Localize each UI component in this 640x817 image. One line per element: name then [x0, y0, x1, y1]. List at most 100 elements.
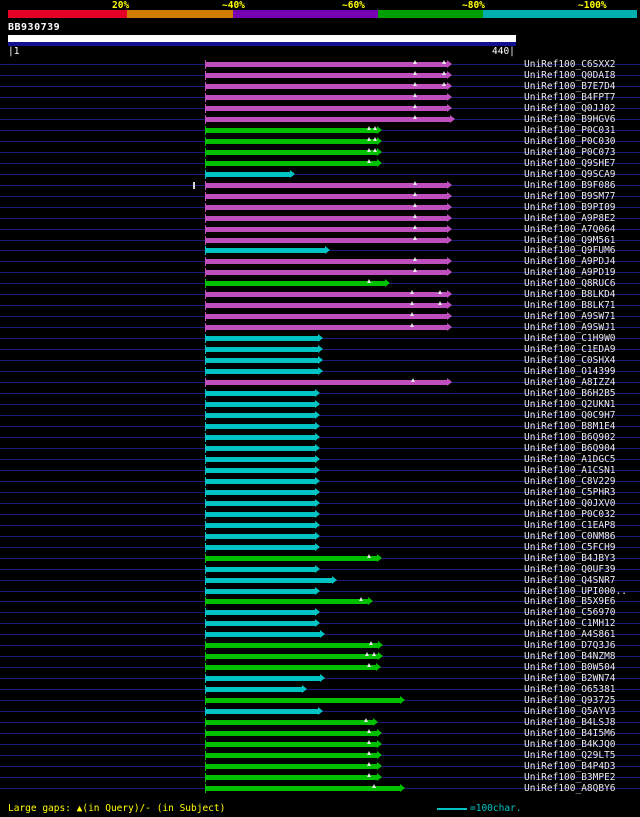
hit-bar[interactable] — [205, 597, 373, 607]
hit-bar[interactable] — [205, 553, 382, 563]
hit-bar[interactable] — [205, 619, 320, 629]
hit-bar[interactable] — [205, 487, 320, 497]
hit-label[interactable]: UniRef100_B2WN74 — [524, 673, 616, 685]
hit-bar[interactable] — [205, 103, 452, 113]
hit-label[interactable]: UniRef100_B6Q904 — [524, 442, 616, 454]
hit-bar[interactable] — [205, 729, 382, 739]
hit-label[interactable]: UniRef100_C5PHR3 — [524, 486, 616, 498]
hit-bar[interactable] — [205, 301, 452, 311]
hit-bar[interactable] — [205, 246, 330, 256]
hit-label[interactable]: UniRef100_A9PD19 — [524, 267, 616, 279]
hit-bar[interactable] — [205, 268, 452, 278]
hit-bar[interactable] — [205, 147, 382, 157]
hit-bar[interactable] — [205, 663, 381, 673]
hit-bar[interactable] — [205, 312, 452, 322]
hit-label[interactable]: UniRef100_Q0DAI8 — [524, 69, 616, 81]
hit-bar[interactable] — [205, 772, 382, 782]
hit-label[interactable]: UniRef100_C1EAP8 — [524, 519, 616, 531]
hit-label[interactable]: UniRef100_O14399 — [524, 366, 616, 378]
hit-bar[interactable] — [205, 191, 452, 201]
hit-label[interactable]: UniRef100_Q0C9H7 — [524, 410, 616, 421]
hit-label[interactable]: UniRef100_B7E7D4 — [524, 80, 616, 92]
hit-label[interactable]: UniRef100_B4P4D3 — [524, 761, 616, 772]
hit-label[interactable]: UniRef100_P0C032 — [524, 508, 616, 520]
hit-label[interactable]: UniRef100_Q93725 — [524, 695, 616, 707]
hit-label[interactable]: UniRef100_A8QBY6 — [524, 782, 616, 794]
hit-bar[interactable] — [205, 443, 320, 453]
hit-bar[interactable] — [205, 235, 452, 245]
hit-label[interactable]: UniRef100_A9P8E2 — [524, 212, 616, 224]
hit-label[interactable]: UniRef100_B6Q902 — [524, 431, 616, 443]
hit-label[interactable]: UniRef100_A8IZZ4 — [524, 377, 616, 389]
hit-bar[interactable] — [205, 531, 320, 541]
hit-label[interactable]: UniRef100_C56970 — [524, 607, 616, 619]
hit-label[interactable]: UniRef100_A4S861 — [524, 629, 616, 641]
hit-label[interactable]: UniRef100_A9SW71 — [524, 311, 616, 323]
hit-label[interactable]: UniRef100_P0C031 — [524, 124, 616, 136]
hit-bar[interactable] — [205, 378, 452, 388]
hit-bar[interactable] — [205, 323, 452, 333]
hit-bar[interactable] — [205, 345, 323, 355]
hit-bar[interactable] — [205, 279, 390, 289]
hit-label[interactable]: UniRef100_B9SM77 — [524, 190, 616, 202]
hit-bar[interactable] — [205, 652, 383, 662]
hit-bar[interactable] — [205, 114, 455, 124]
hit-label[interactable]: UniRef100_Q9M561 — [524, 234, 616, 246]
hit-label[interactable]: UniRef100_C1MH12 — [524, 618, 616, 630]
hit-label[interactable]: UniRef100_B4NZM8 — [524, 651, 616, 663]
hit-bar[interactable] — [205, 180, 452, 190]
hit-bar[interactable] — [205, 718, 378, 728]
hit-label[interactable]: UniRef100_Q9SCA9 — [524, 168, 616, 180]
hit-bar[interactable] — [205, 367, 323, 377]
hit-bar[interactable] — [205, 696, 405, 706]
hit-label[interactable]: UniRef100_UPI000.. — [524, 585, 627, 597]
hit-label[interactable]: UniRef100_C0NM86 — [524, 530, 616, 542]
hit-label[interactable]: UniRef100_B4I5M6 — [524, 728, 616, 740]
hit-label[interactable]: UniRef100_C8V229 — [524, 475, 616, 487]
hit-label[interactable]: UniRef100_B9PI09 — [524, 201, 616, 213]
hit-label[interactable]: UniRef100_B3MPE2 — [524, 771, 616, 783]
hit-label[interactable]: UniRef100_Q29LT5 — [524, 750, 616, 762]
hit-label[interactable]: UniRef100_A1DGC5 — [524, 453, 616, 465]
hit-label[interactable]: UniRef100_C1H9W0 — [524, 333, 616, 345]
hit-label[interactable]: UniRef100_A9PDJ4 — [524, 256, 616, 268]
hit-label[interactable]: UniRef100_B0W504 — [524, 662, 616, 674]
hit-bar[interactable] — [205, 707, 323, 717]
hit-label[interactable]: UniRef100_Q9SHE7 — [524, 157, 616, 169]
hit-label[interactable]: UniRef100_C1EDA9 — [524, 344, 616, 356]
hit-label[interactable]: UniRef100_Q0JXV0 — [524, 497, 616, 509]
hit-label[interactable]: UniRef100_C5FCH9 — [524, 541, 616, 553]
hit-label[interactable]: UniRef100_C6SXX2 — [524, 59, 616, 70]
hit-bar[interactable] — [205, 608, 320, 618]
hit-label[interactable]: UniRef100_Q2UKN1 — [524, 399, 616, 411]
hit-bar[interactable] — [205, 740, 382, 750]
hit-label[interactable]: UniRef100_A9SWJ1 — [524, 322, 616, 334]
hit-bar[interactable] — [205, 136, 382, 146]
hit-bar[interactable] — [205, 542, 320, 552]
hit-bar[interactable] — [205, 411, 320, 420]
hit-bar[interactable] — [205, 630, 325, 640]
hit-label[interactable]: UniRef100_B9HGV6 — [524, 113, 616, 125]
hit-bar[interactable] — [205, 432, 320, 442]
hit-label[interactable]: UniRef100_B4LSJ8 — [524, 717, 616, 729]
hit-label[interactable]: UniRef100_Q0JJ02 — [524, 102, 616, 114]
hit-label[interactable]: UniRef100_B4JBY3 — [524, 552, 616, 564]
hit-bar[interactable] — [205, 70, 452, 80]
hit-bar[interactable] — [205, 575, 337, 585]
hit-bar[interactable] — [205, 476, 320, 486]
hit-bar[interactable] — [205, 454, 320, 464]
hit-bar[interactable] — [205, 158, 382, 168]
hit-bar[interactable] — [205, 498, 320, 508]
hit-bar[interactable] — [205, 334, 323, 344]
hit-bar[interactable] — [205, 783, 405, 793]
hit-label[interactable]: UniRef100_B5X9E6 — [524, 596, 616, 608]
hit-bar[interactable] — [205, 92, 452, 102]
hit-label[interactable]: UniRef100_Q4SNR7 — [524, 574, 616, 586]
hit-label[interactable]: UniRef100_Q8RUC6 — [524, 278, 616, 290]
hit-label[interactable]: UniRef100_B4FPT7 — [524, 91, 616, 103]
hit-label[interactable]: UniRef100_Q9FUM6 — [524, 245, 616, 257]
hit-label[interactable]: UniRef100_B8M1E4 — [524, 420, 616, 432]
hit-label[interactable]: UniRef100_B8LK71 — [524, 300, 616, 312]
hit-bar[interactable] — [205, 762, 382, 771]
hit-bar[interactable] — [205, 290, 452, 300]
